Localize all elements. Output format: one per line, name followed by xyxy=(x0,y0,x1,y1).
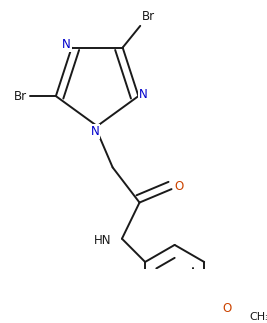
Text: O: O xyxy=(175,180,184,193)
Text: N: N xyxy=(139,88,148,100)
Text: O: O xyxy=(222,302,231,315)
Text: Br: Br xyxy=(142,10,155,24)
Text: HN: HN xyxy=(94,234,111,247)
Text: N: N xyxy=(62,38,71,51)
Text: CH₃: CH₃ xyxy=(250,312,267,322)
Text: Br: Br xyxy=(14,89,27,103)
Text: N: N xyxy=(91,125,99,138)
